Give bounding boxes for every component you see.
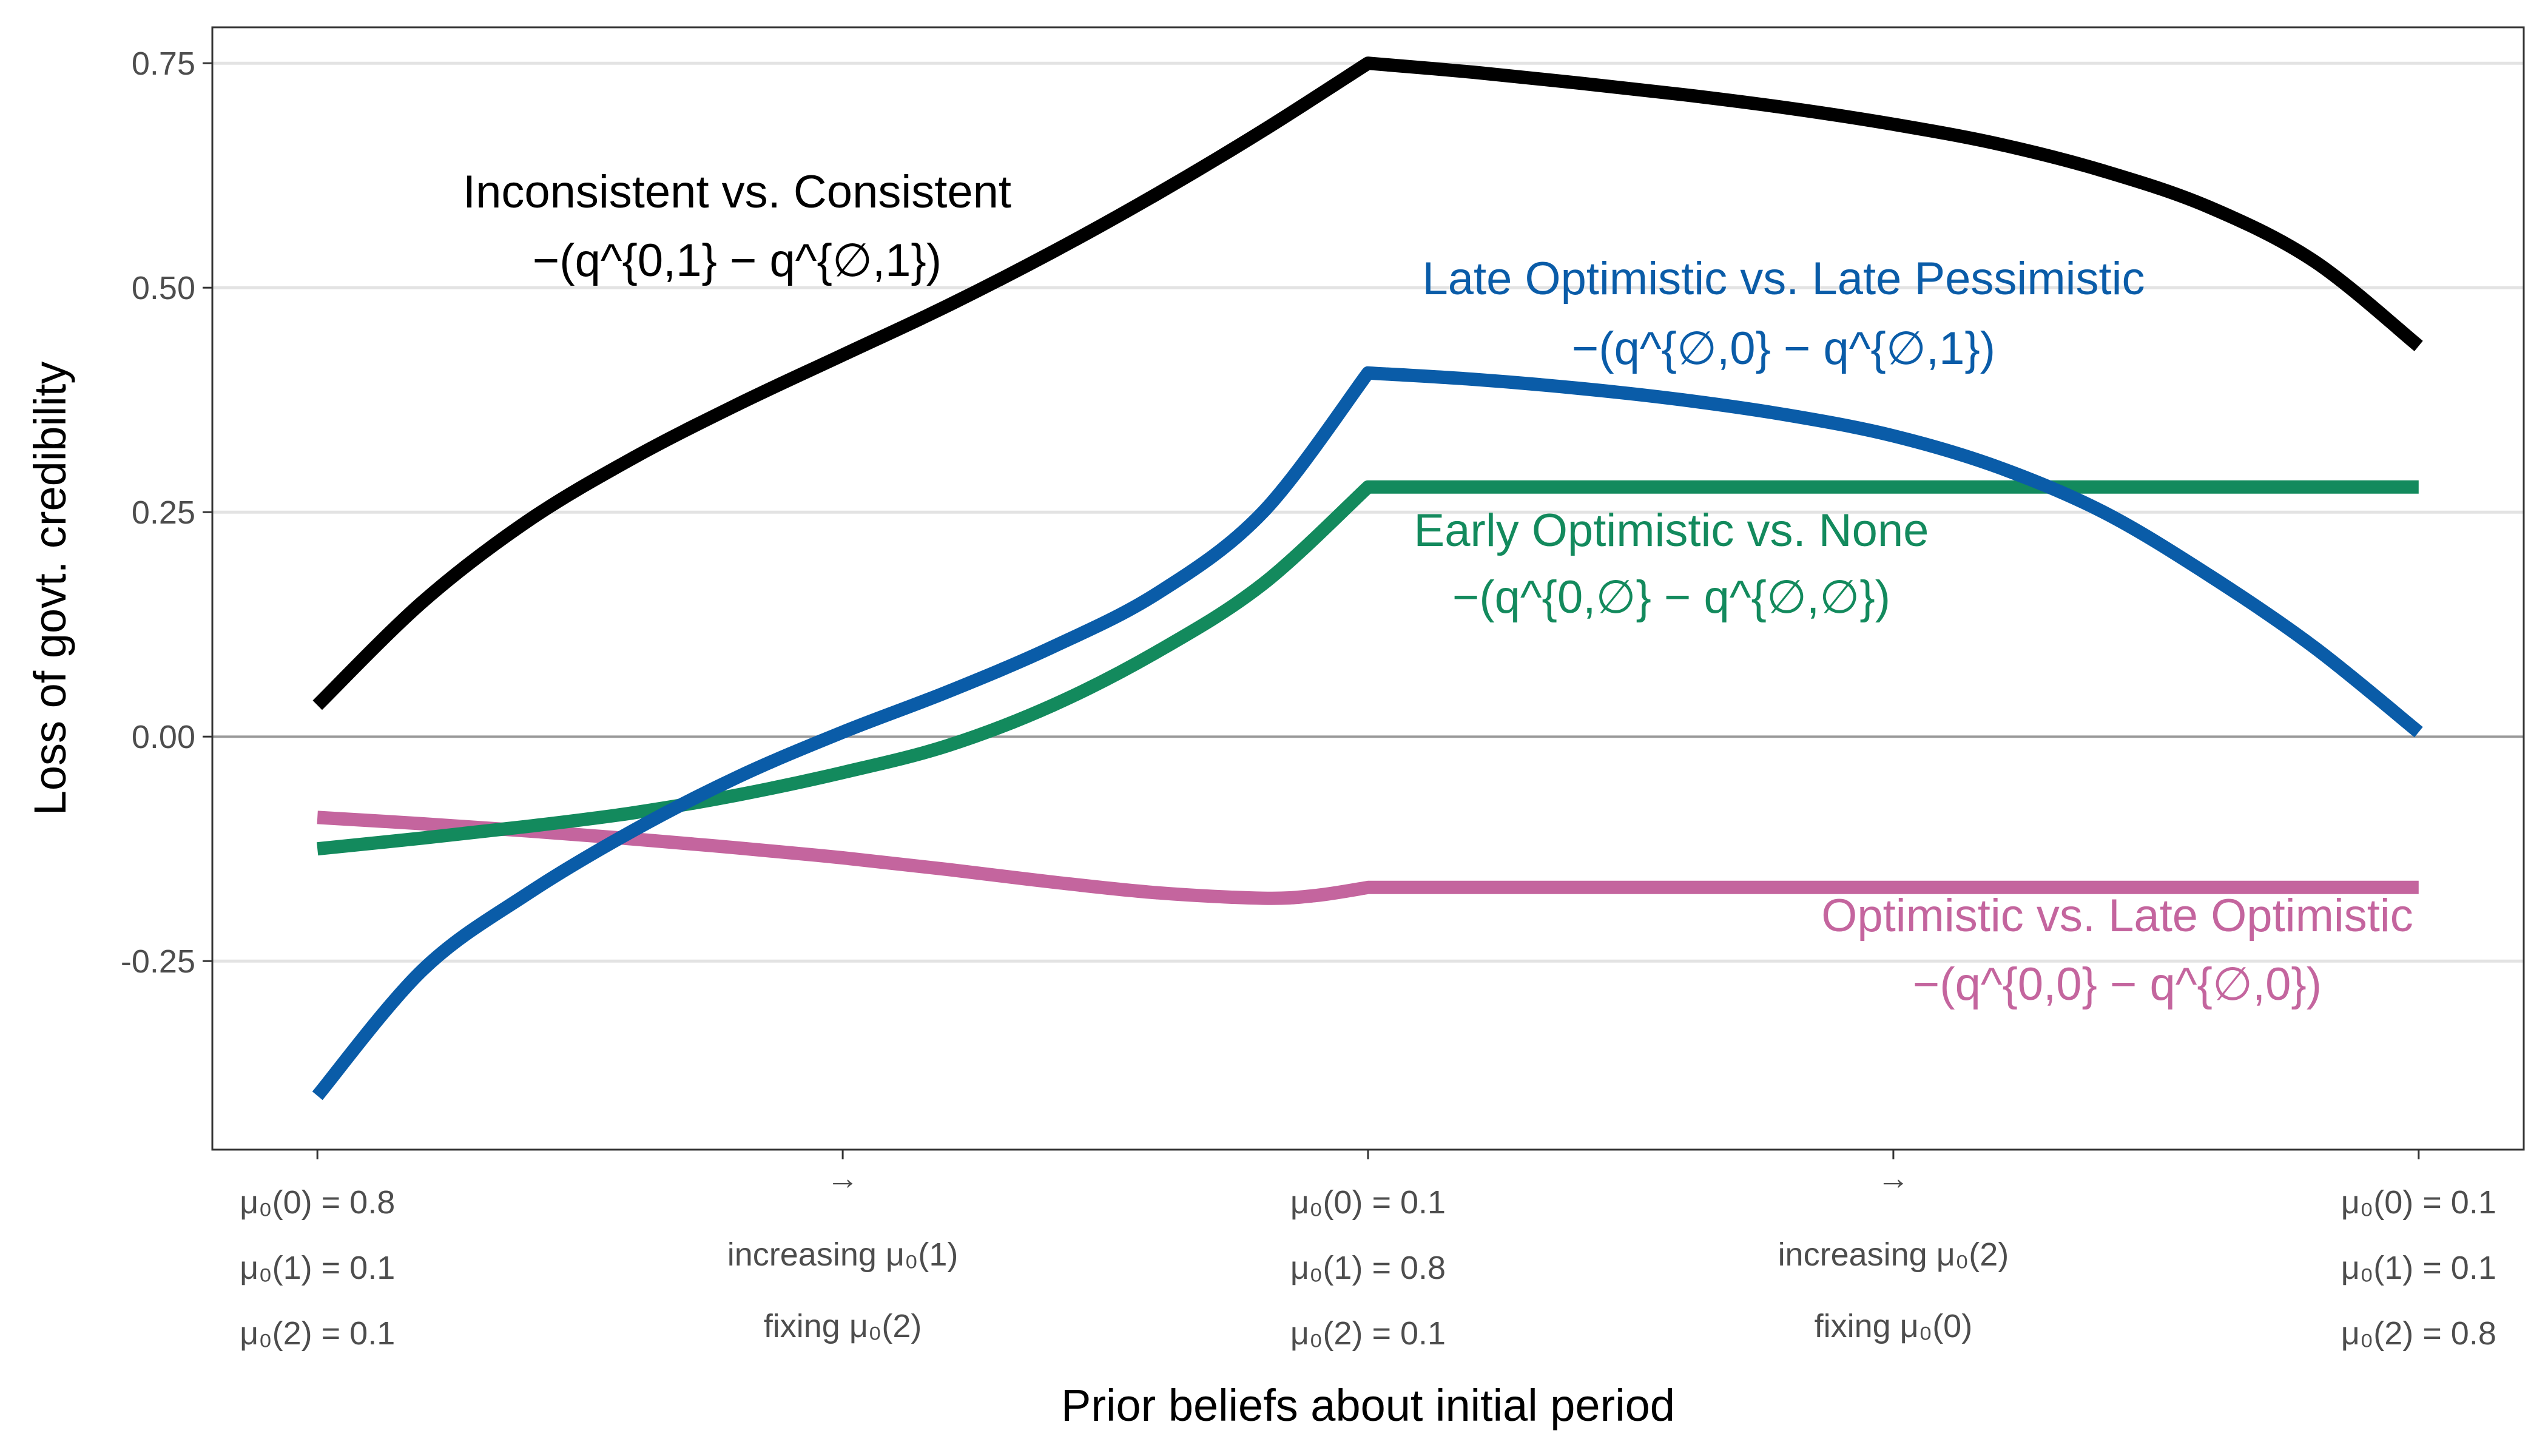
- annotation-formula-late-optimistic-vs-late-pessimistic: −(q^{∅,0} − q^{∅,1}): [1572, 323, 1995, 374]
- x-tick-label-line: fixing μ₀(2): [764, 1308, 922, 1344]
- x-tick-label-line: →: [826, 1160, 859, 1196]
- y-axis-title: Loss of govt. credibility: [25, 362, 75, 816]
- x-tick-label: μ₀(0) = 0.8 μ₀(1) = 0.1 μ₀(2) = 0.1: [240, 1184, 395, 1352]
- annotation-formula-optimistic-vs-late-optimistic: −(q^{0,0} − q^{∅,0}): [1913, 959, 2322, 1010]
- annotation-label-early-optimistic-vs-none: Early Optimistic vs. None: [1414, 505, 1929, 556]
- series-line-optimistic-vs-late-optimistic: [317, 811, 2419, 905]
- annotation-label-optimistic-vs-late-optimistic: Optimistic vs. Late Optimistic: [1821, 890, 2413, 942]
- x-tick-label-line: fixing μ₀(0): [1815, 1308, 1973, 1344]
- annotation-formula-early-optimistic-vs-none: −(q^{0,∅} − q^{∅,∅}): [1452, 571, 1890, 623]
- x-tick-label-line: increasing μ₀(2): [1778, 1236, 2009, 1273]
- x-tick-label-line: μ₀(2) = 0.1: [240, 1315, 395, 1352]
- x-tick-label-line: increasing μ₀(1): [727, 1236, 959, 1273]
- y-tick-label: 0.75: [132, 46, 195, 82]
- x-tick-label-line: μ₀(0) = 0.8: [240, 1184, 395, 1221]
- x-tick-label: → increasing μ₀(2) fixing μ₀(0): [1778, 1160, 2009, 1344]
- x-tick-label-line: →: [1877, 1160, 1910, 1196]
- x-tick-label: μ₀(0) = 0.1 μ₀(1) = 0.1 μ₀(2) = 0.8: [2341, 1184, 2496, 1352]
- annotation-label-late-optimistic-vs-late-pessimistic: Late Optimistic vs. Late Pessimistic: [1422, 253, 2145, 305]
- y-tick-label: -0.25: [121, 943, 195, 980]
- annotation-layer: Inconsistent vs. Consistent −(q^{0,1} − q…: [463, 166, 2413, 1010]
- series-layer: [312, 56, 2423, 1100]
- x-tick-label-line: μ₀(1) = 0.1: [240, 1250, 395, 1286]
- x-tick-label-line: μ₀(1) = 0.8: [1290, 1250, 1446, 1286]
- x-tick-label-line: μ₀(1) = 0.1: [2341, 1250, 2496, 1286]
- x-tick-label-line: μ₀(2) = 0.1: [1290, 1315, 1446, 1352]
- x-tick-label-line: μ₀(0) = 0.1: [1290, 1184, 1446, 1221]
- series-line-early-optimistic-vs-none: [317, 480, 2419, 856]
- annotation-label-inconsistent-vs-consistent: Inconsistent vs. Consistent: [463, 166, 1011, 218]
- x-tick-label: μ₀(0) = 0.1 μ₀(1) = 0.8 μ₀(2) = 0.1: [1290, 1184, 1446, 1352]
- series-line-inconsistent-vs-consistent: [312, 56, 2423, 710]
- x-tick-label-line: μ₀(2) = 0.8: [2341, 1315, 2496, 1352]
- annotation-formula-inconsistent-vs-consistent: −(q^{0,1} − q^{∅,1}): [533, 235, 942, 286]
- x-tick-label-line: μ₀(0) = 0.1: [2341, 1184, 2496, 1221]
- y-tick-label: 0.50: [132, 270, 195, 306]
- y-tick-label: 0.25: [132, 494, 195, 531]
- series-line-late-optimistic-vs-late-pessimistic: [312, 366, 2423, 1100]
- grid-layer: [212, 61, 2524, 963]
- y-tick-label: 0.00: [132, 719, 195, 755]
- axis-layer: 0.75 0.50 0.25 0.00 -0.25 μ₀(0) = 0.8 μ₀(1) = …: [25, 46, 2496, 1431]
- x-axis-title: Prior beliefs about initial period: [1061, 1380, 1675, 1431]
- x-tick-label: → increasing μ₀(1) fixing μ₀(2): [727, 1160, 959, 1344]
